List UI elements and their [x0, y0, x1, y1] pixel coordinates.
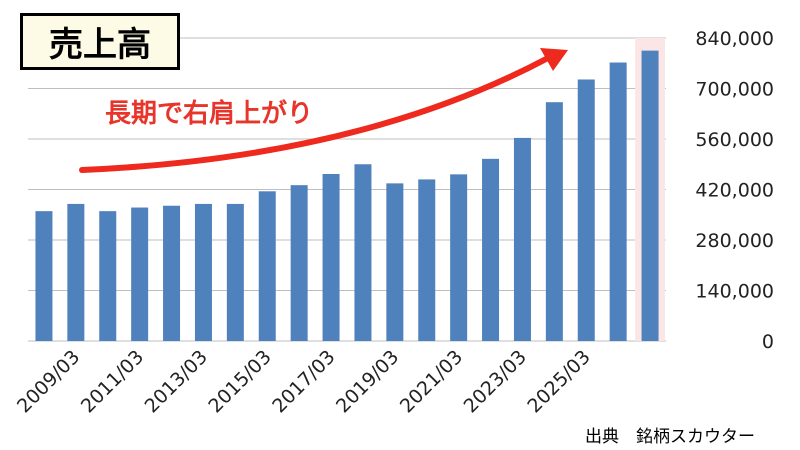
chart-title: 売上高: [20, 13, 180, 70]
bar-2013/03: [194, 203, 212, 341]
x-tick-label: 2019/03: [332, 346, 403, 417]
bar-2020/03: [418, 179, 436, 341]
bar-2009/03: [67, 203, 85, 341]
bar-2024/03: [545, 102, 563, 341]
x-tick-label: 2013/03: [141, 346, 212, 417]
bar-2010/03: [99, 211, 117, 341]
source-credit: 出典 銘柄スカウター: [585, 427, 755, 447]
trend-arrow-head: [540, 48, 568, 71]
x-tick-label: 2021/03: [396, 346, 467, 417]
y-tick-label: 560,000: [695, 129, 774, 151]
bar-2016/03: [290, 185, 308, 341]
y-tick-label: 420,000: [695, 180, 774, 202]
bar-2025/03: [577, 79, 595, 341]
bar-2019/03: [386, 183, 404, 341]
x-tick-label: 2025/03: [523, 346, 594, 417]
x-tick-label: 2017/03: [268, 346, 339, 417]
bar-2027/03: [641, 50, 659, 341]
y-tick-label: 0: [762, 331, 774, 353]
y-tick-labels: 0 140,000 280,000 420,000 560,000 700,000 840,…: [695, 28, 774, 353]
bar-2017/03: [322, 173, 340, 341]
bar-2022/03: [482, 158, 500, 341]
bar-2015/03: [258, 191, 276, 341]
x-tick-label: 2023/03: [460, 346, 531, 417]
bar-2008/03: [35, 211, 53, 341]
bar-2012/03: [163, 205, 181, 341]
bar-2021/03: [450, 174, 468, 341]
trend-arrow-curve: [79, 55, 551, 173]
x-tick-label: 2015/03: [204, 346, 275, 417]
bar-2011/03: [131, 207, 149, 341]
x-tick-label: 2009/03: [13, 346, 84, 417]
y-tick-label: 840,000: [695, 28, 774, 50]
bar-2023/03: [513, 137, 531, 341]
bar-2014/03: [226, 203, 244, 341]
x-tick-labels: 2009/032011/032013/032015/032017/032019/…: [13, 346, 595, 417]
y-tick-label: 280,000: [695, 230, 774, 252]
bars: [35, 50, 659, 342]
gridlines: [28, 37, 666, 342]
bar-2026/03: [609, 62, 627, 342]
y-tick-label: 700,000: [695, 79, 774, 101]
trend-arrow: [79, 48, 568, 173]
bar-2018/03: [354, 164, 372, 341]
annotation-text: 長期で右肩上がり: [105, 98, 313, 129]
x-tick-label: 2011/03: [77, 346, 148, 417]
y-tick-label: 140,000: [695, 281, 774, 303]
